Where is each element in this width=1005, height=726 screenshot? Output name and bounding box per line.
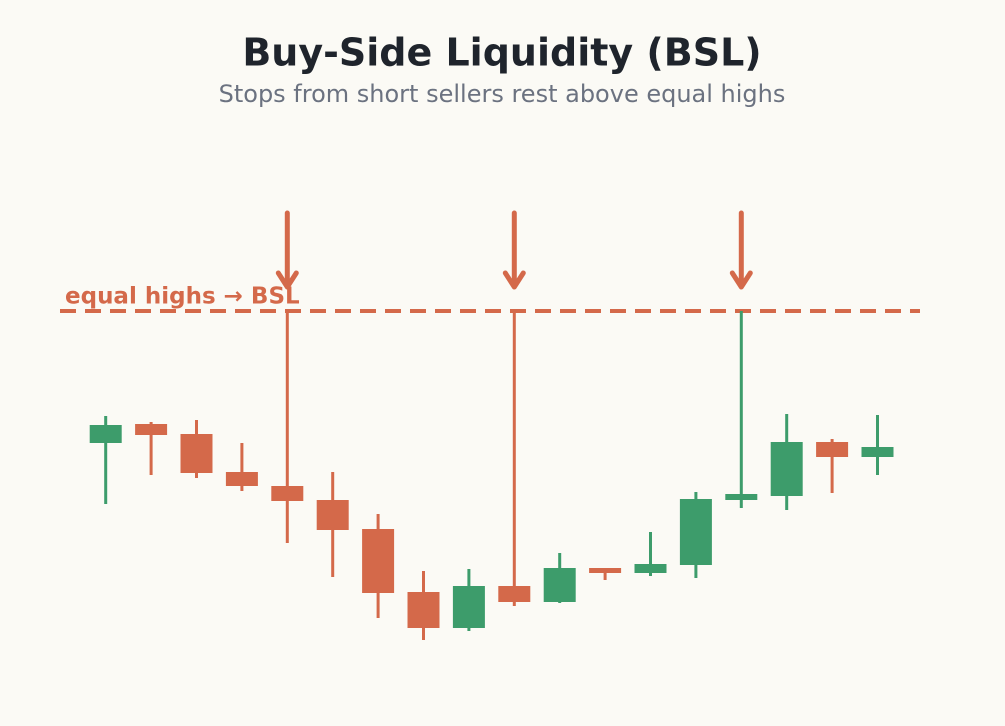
candle-body <box>271 486 304 501</box>
candle-body <box>89 425 122 443</box>
candle-body <box>407 592 440 628</box>
arrow-path <box>502 210 526 290</box>
candle-body <box>770 442 803 496</box>
candle-body <box>543 568 576 602</box>
candle-body <box>498 586 531 602</box>
chart-subtitle: Stops from short sellers rest above equa… <box>219 80 786 108</box>
candle-body <box>362 529 395 593</box>
sweep-arrow <box>275 210 299 290</box>
chart-title: Buy-Side Liquidity (BSL) <box>242 31 761 75</box>
candle-body <box>452 586 485 628</box>
annotation: equal highs → BSL <box>65 284 300 310</box>
sweep-arrow <box>729 210 753 290</box>
candle-body <box>725 494 758 500</box>
candle-body <box>634 564 667 573</box>
arrow-path <box>275 210 299 290</box>
arrow-path <box>729 210 753 290</box>
candle-body <box>316 500 349 530</box>
candle-body <box>589 568 622 573</box>
candle-body <box>816 442 849 457</box>
candle-body <box>180 434 213 473</box>
candle-body <box>861 447 894 457</box>
candle-body <box>225 472 258 486</box>
candle-body <box>679 499 712 565</box>
candle-body <box>135 424 168 435</box>
sweep-arrow <box>502 210 526 290</box>
